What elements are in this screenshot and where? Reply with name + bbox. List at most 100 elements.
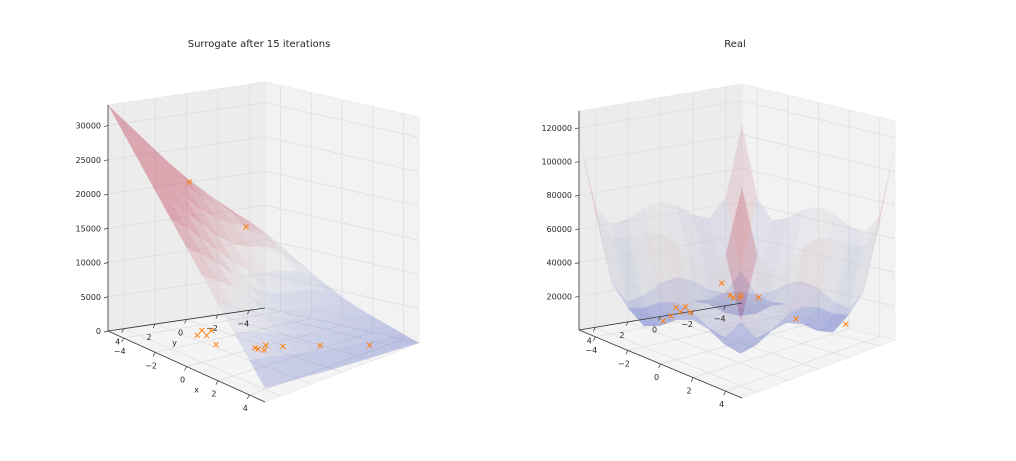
surface-patch: [170, 200, 202, 239]
surface-patch: [786, 281, 819, 312]
surface-patch: [771, 281, 803, 306]
sample-marker: [793, 316, 799, 322]
sample-marker: [718, 280, 725, 287]
surface-patch: [248, 295, 280, 320]
sample-marker: [194, 332, 201, 339]
x-tick-label: 2: [211, 390, 216, 399]
z-tick-label: 5000: [81, 293, 101, 302]
surface-patch: [724, 310, 756, 316]
surface-patch: [676, 312, 708, 320]
surface-patch: [755, 314, 787, 332]
y-tick-label: −2: [206, 324, 218, 333]
surface-patch: [310, 319, 342, 334]
sample-marker: [730, 294, 737, 301]
surface-patch: [644, 201, 677, 284]
surface-patch: [295, 321, 327, 336]
z-tick-label: 20000: [547, 292, 572, 301]
x-tick-label: 4: [719, 400, 724, 409]
y-tick-mark: [625, 321, 629, 327]
surface-patch: [660, 233, 693, 313]
gridline-wall-z: [264, 307, 420, 344]
surface-patch: [279, 270, 311, 292]
surrogate-plot: Surrogate after 15 iterations 0 5000 10000 1…: [76, 39, 421, 413]
z-tick-mark: [574, 127, 580, 130]
surface-patch: [708, 302, 740, 313]
sample-marker: [261, 347, 268, 353]
surface-patch: [627, 207, 661, 296]
surface-patch: [740, 291, 772, 316]
gridline-wall-z: [578, 201, 743, 230]
surface-patch: [740, 329, 772, 354]
gridline-wall-z: [741, 100, 896, 139]
sample-marker: [687, 309, 694, 316]
surface-patch: [186, 198, 218, 236]
surface-patch: [264, 332, 296, 356]
surface-patch: [341, 316, 373, 329]
surface-patch: [233, 261, 265, 292]
chart-title: Surrogate after 15 iterations: [188, 39, 331, 50]
surface-patch: [170, 185, 202, 225]
surface-patch: [249, 230, 281, 254]
gridline-wall-z: [107, 170, 266, 195]
surface-patch: [771, 209, 804, 292]
gridline-wall-z: [578, 167, 743, 196]
surface-patch: [771, 301, 803, 312]
surface-patch: [771, 306, 803, 332]
z-tick-mark: [103, 262, 109, 264]
gridline-floor-y: [154, 323, 312, 385]
surface-patch: [802, 323, 834, 333]
surface-patch: [139, 146, 171, 186]
surface-patch: [341, 305, 373, 317]
y-tick-mark: [592, 327, 596, 332]
surface-patch: [786, 309, 818, 325]
surface-patch: [708, 289, 741, 316]
surface-patch: [756, 261, 788, 339]
surface-patch: [326, 305, 358, 318]
sample-marker: [660, 318, 667, 324]
surface-patch: [264, 291, 296, 310]
surface-patch: [217, 280, 249, 310]
x-tick-label: 2: [687, 387, 692, 396]
surface-patch: [217, 235, 249, 270]
sample-marker: [755, 294, 762, 301]
surface-patch: [660, 201, 693, 281]
z-tick-mark: [103, 227, 109, 230]
surface-patch: [755, 301, 787, 306]
z-tick-label: 80000: [547, 191, 572, 200]
gridline-wall-z: [578, 100, 743, 129]
surface-patch: [771, 314, 803, 324]
gridline-floor-y: [693, 310, 850, 358]
z-tick-mark: [574, 228, 580, 231]
surface-patch: [627, 307, 660, 327]
y-tick-label: −2: [681, 320, 693, 329]
surface-patch: [217, 303, 250, 332]
surface-patch: [372, 325, 404, 337]
surface-patch: [692, 280, 725, 313]
surface-patch: [692, 299, 724, 304]
gridline-wall-z: [741, 134, 896, 172]
surface-patch: [311, 276, 342, 297]
surface-patch: [771, 247, 804, 330]
x-tick-mark: [723, 391, 727, 396]
surface-patch: [233, 331, 265, 361]
x-tick-label: −4: [114, 347, 126, 356]
surface-patch: [675, 299, 708, 320]
gridline-floor-y: [725, 305, 880, 347]
z-tick-label: 0: [96, 327, 101, 336]
surface-patch: [611, 237, 644, 308]
surface-patch: [725, 187, 758, 322]
x-axis-label: x: [194, 386, 199, 395]
gridline-wall-z: [578, 268, 743, 297]
gridline-wall-z: [264, 136, 420, 173]
surface-patch: [249, 357, 281, 389]
surface-patch: [817, 301, 849, 333]
surface-patch: [264, 303, 296, 323]
gridline-wall-z: [578, 235, 743, 263]
surface-patch: [692, 312, 724, 330]
y-tick-label: 0: [178, 329, 183, 338]
surface-patch: [372, 336, 404, 353]
surface-patch: [233, 223, 265, 247]
gridline-floor-y: [660, 316, 819, 370]
surface-patch: [186, 177, 218, 205]
surface-patch: [217, 204, 249, 227]
